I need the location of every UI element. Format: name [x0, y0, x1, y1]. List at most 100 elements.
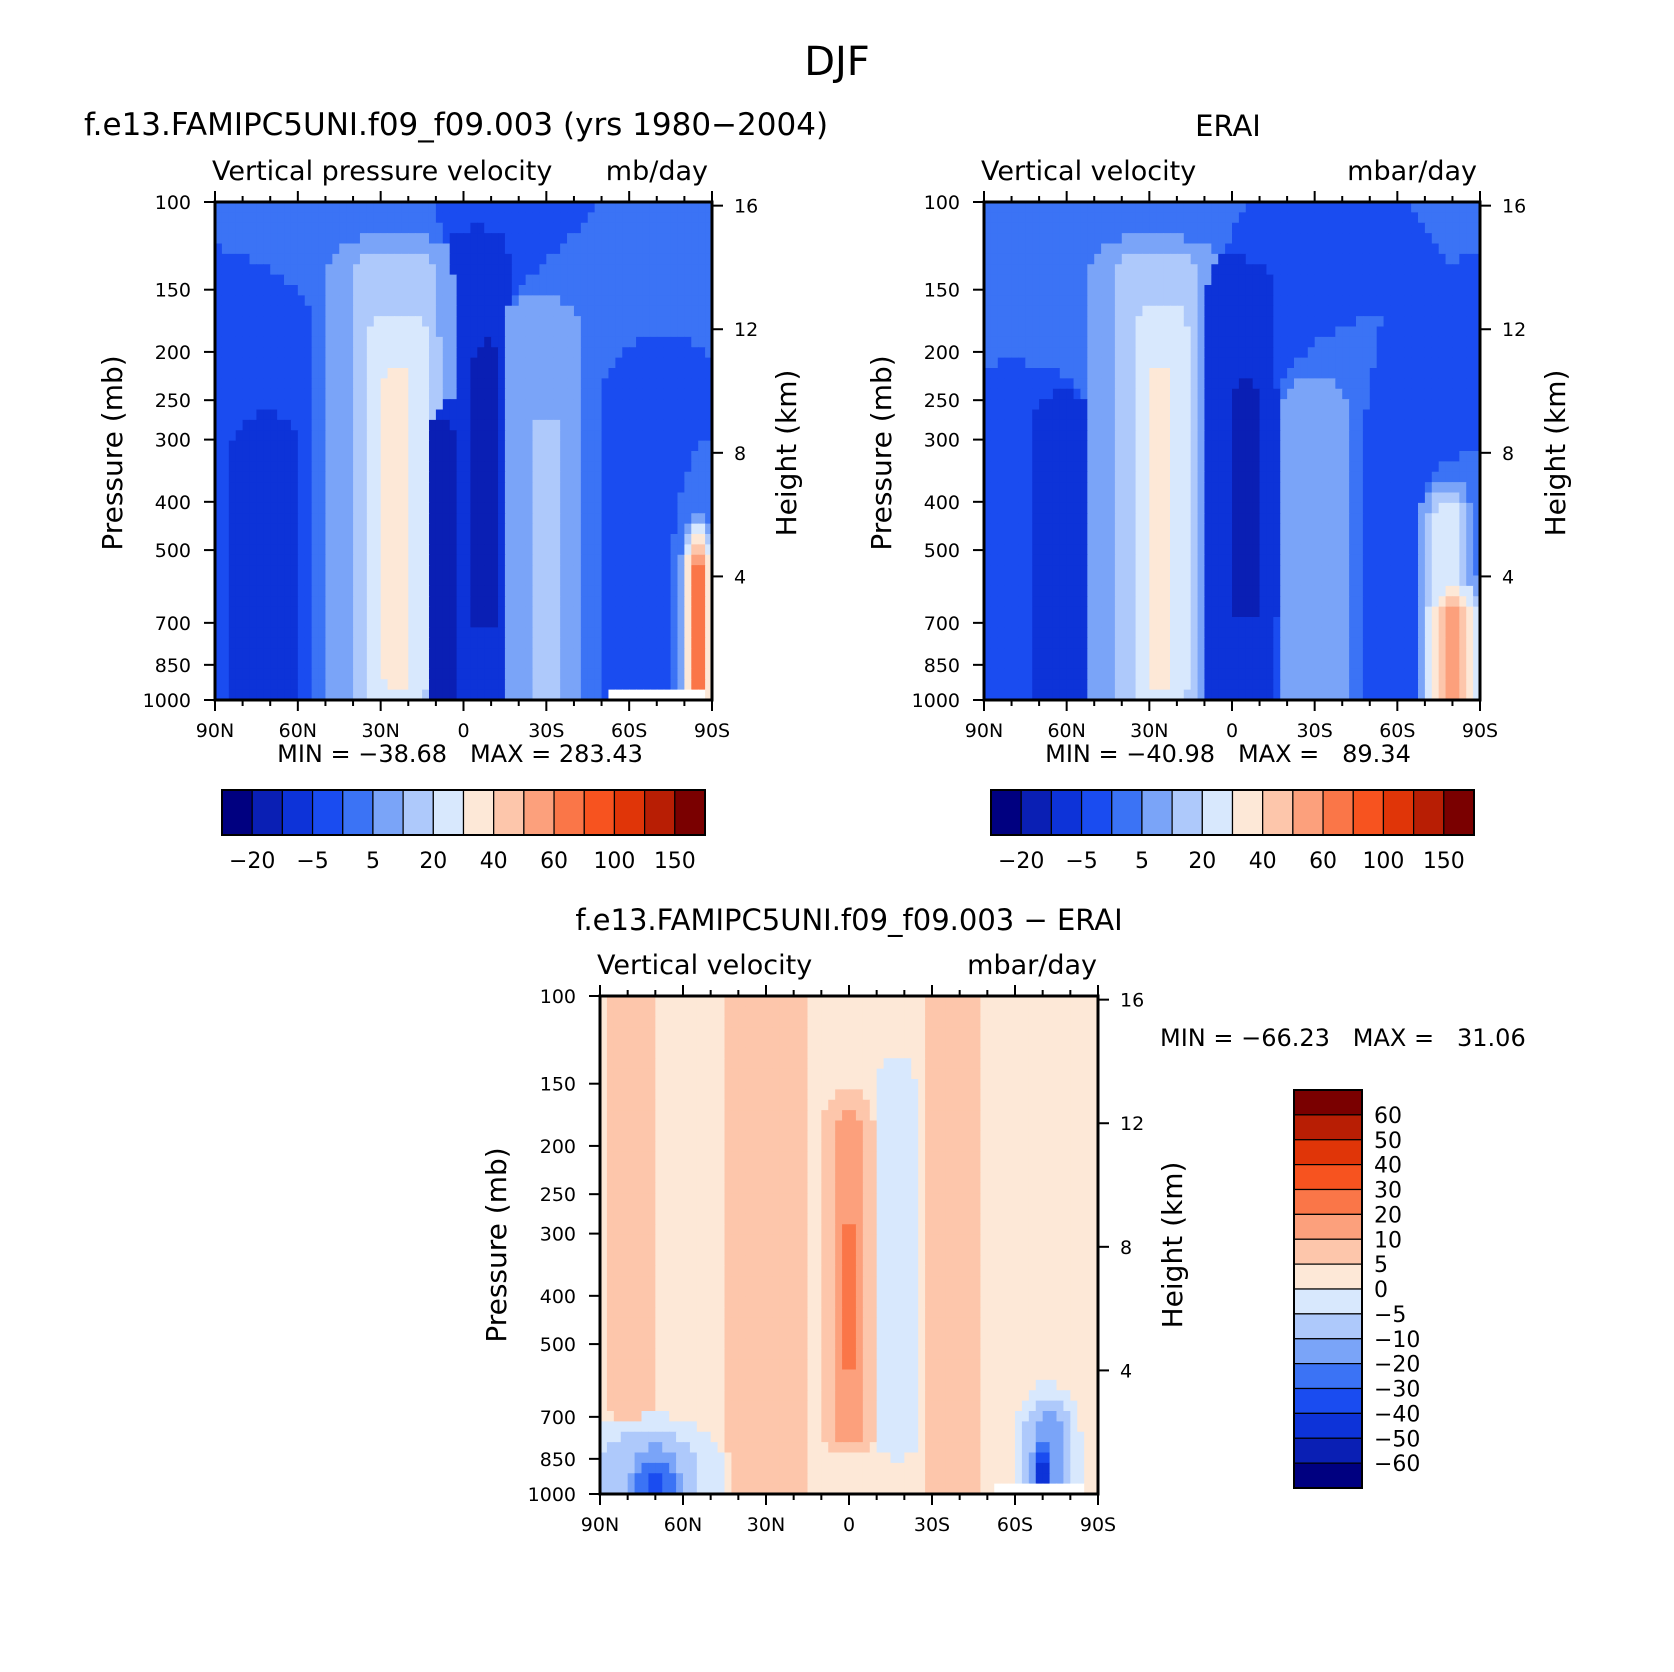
heatmap-cell [649, 388, 658, 400]
heatmap-cell [539, 471, 547, 483]
heatmap-cell [601, 492, 610, 504]
heatmap-cell [449, 233, 458, 245]
heatmap-cell [318, 585, 327, 597]
heatmap-cell [518, 305, 527, 317]
heatmap-cell [366, 295, 375, 307]
heatmap-cell [642, 471, 651, 483]
heatmap-cell [525, 585, 534, 597]
heatmap-cell [1114, 388, 1123, 400]
heatmap-cell [470, 471, 478, 483]
heatmap-cell [332, 637, 340, 649]
heatmap-cell [580, 689, 589, 701]
heatmap-cell [1211, 222, 1219, 234]
heatmap-cell [332, 554, 340, 566]
heatmap-cell [567, 233, 575, 245]
heatmap-cell [228, 658, 237, 670]
heatmap-cell [456, 606, 465, 618]
heatmap-cell [1032, 316, 1040, 328]
heatmap-cell [525, 544, 534, 556]
heatmap-cell [636, 627, 644, 639]
heatmap-cell [691, 606, 699, 618]
heatmap-cell [435, 440, 444, 452]
heatmap-cell [1342, 233, 1350, 245]
heatmap-cell [270, 264, 278, 276]
heatmap-cell [491, 461, 499, 473]
heatmap-cell [215, 502, 223, 514]
heatmap-cell [691, 326, 699, 338]
heatmap-cell [332, 596, 340, 608]
heatmap-cell [491, 440, 499, 452]
heatmap-cell [263, 409, 271, 421]
heatmap-cell [546, 316, 554, 328]
heatmap-cell [428, 471, 437, 483]
heatmap-cell [401, 585, 409, 597]
heatmap-cell [587, 440, 596, 452]
heatmap-cell [594, 409, 603, 421]
heatmap-cell [518, 596, 527, 608]
heatmap-cell [504, 502, 513, 514]
heatmap-cell [587, 305, 596, 317]
heatmap-cell [546, 461, 554, 473]
heatmap-cell [984, 222, 992, 234]
heatmap-cell [1376, 347, 1385, 359]
heatmap-cell [1280, 399, 1288, 411]
heatmap-cell [573, 637, 582, 649]
heatmap-cell [587, 274, 596, 286]
heatmap-cell [484, 264, 492, 276]
heatmap-cell [463, 668, 471, 680]
heatmap-cell [332, 336, 340, 348]
heatmap-cell [608, 316, 616, 328]
heatmap-cell [380, 212, 389, 224]
heatmap-cell [546, 627, 554, 639]
heatmap-cell [297, 409, 306, 421]
heatmap-cell [228, 440, 237, 452]
heatmap-cell [1273, 326, 1281, 338]
heatmap-cell [304, 222, 313, 234]
heatmap-cell [387, 451, 396, 462]
heatmap-cell [325, 679, 333, 691]
heatmap-cell [1204, 336, 1212, 348]
heatmap-cell [511, 627, 520, 639]
heatmap-cell [990, 357, 999, 369]
heatmap-cell [415, 617, 423, 628]
heatmap-cell [1170, 295, 1178, 307]
heatmap-cell [290, 689, 299, 701]
heatmap-cell [663, 378, 672, 390]
heatmap-cell [1294, 388, 1302, 400]
heatmap-cell [215, 419, 223, 431]
heatmap-cell [449, 326, 458, 338]
y-tick-label: 500 [155, 540, 191, 562]
heatmap-cell [1259, 305, 1268, 317]
heatmap-cell [1349, 295, 1357, 307]
heatmap-cell [1473, 388, 1481, 400]
heatmap-cell [532, 264, 541, 276]
heatmap-cell [663, 482, 672, 494]
heatmap-cell [691, 368, 699, 379]
heatmap-cell [511, 585, 520, 597]
heatmap-cell [594, 305, 603, 317]
heatmap-cell [504, 596, 513, 608]
heatmap-cell [408, 233, 416, 245]
heatmap-cell [649, 637, 658, 649]
heatmap-cell [442, 326, 451, 338]
heatmap-cell [1149, 212, 1157, 224]
heatmap-cell [470, 648, 478, 660]
heatmap-cell [539, 668, 547, 680]
heatmap-cell [428, 679, 437, 691]
heatmap-cell [256, 471, 264, 483]
heatmap-cell [311, 326, 320, 338]
heatmap-cell [636, 430, 644, 442]
heatmap-cell [553, 679, 561, 691]
heatmap-cell [504, 668, 513, 680]
heatmap-cell [567, 451, 575, 462]
heatmap-cell [560, 285, 568, 296]
heatmap-cell [1018, 202, 1026, 213]
heatmap-cell [477, 419, 485, 431]
heatmap-cell [649, 326, 658, 338]
heatmap-cell [1149, 378, 1157, 390]
missing-cell [622, 689, 630, 701]
heatmap-cell [1431, 222, 1440, 234]
heatmap-cell [698, 658, 706, 670]
heatmap-cell [1424, 243, 1433, 255]
heatmap-cell [311, 233, 320, 245]
